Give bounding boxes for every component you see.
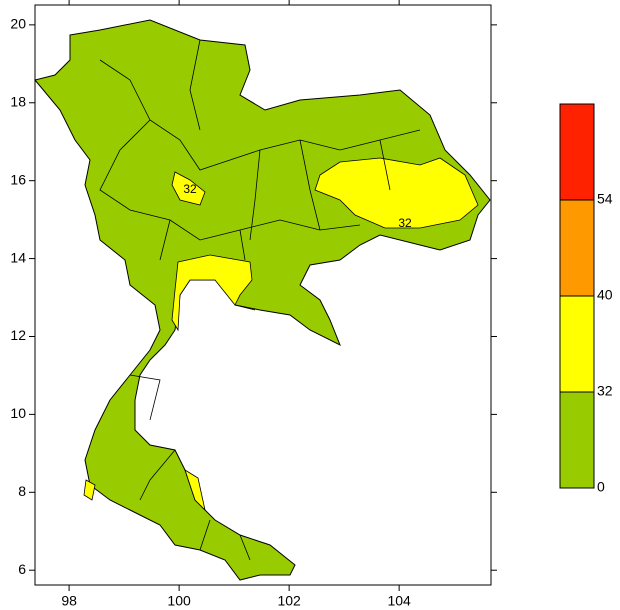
contour-region: [184, 469, 206, 512]
province-borders: [99, 39, 421, 561]
contour-region: [171, 254, 256, 332]
contour-region: [83, 479, 96, 501]
x-tick-label: 100: [167, 593, 191, 609]
contour-label: 32: [398, 216, 412, 230]
y-tick-label: 6: [18, 561, 26, 577]
y-tick-label: 16: [10, 171, 26, 187]
contour-label: 32: [183, 182, 197, 196]
legend-label: 40: [597, 287, 613, 303]
contour-region: [314, 157, 479, 229]
y-tick-label: 18: [10, 93, 26, 109]
y-tick-label: 12: [10, 327, 26, 343]
x-tick-label: 104: [387, 593, 411, 609]
y-tick-label: 8: [18, 483, 26, 499]
contour-region: [171, 171, 206, 206]
legend-swatch: [559, 199, 595, 297]
legend-label: 0: [597, 479, 605, 495]
x-tick-label: 98: [61, 593, 77, 609]
legend-label: 54: [597, 191, 613, 207]
legend-swatch: [559, 391, 595, 489]
y-tick-label: 20: [10, 16, 26, 32]
legend-swatch: [559, 295, 595, 393]
legend-swatch: [559, 103, 595, 201]
legend-label: 32: [597, 383, 613, 399]
land: [34, 19, 491, 581]
x-tick-label: 102: [277, 593, 301, 609]
y-tick-label: 14: [10, 249, 26, 265]
y-tick-label: 10: [10, 405, 26, 421]
